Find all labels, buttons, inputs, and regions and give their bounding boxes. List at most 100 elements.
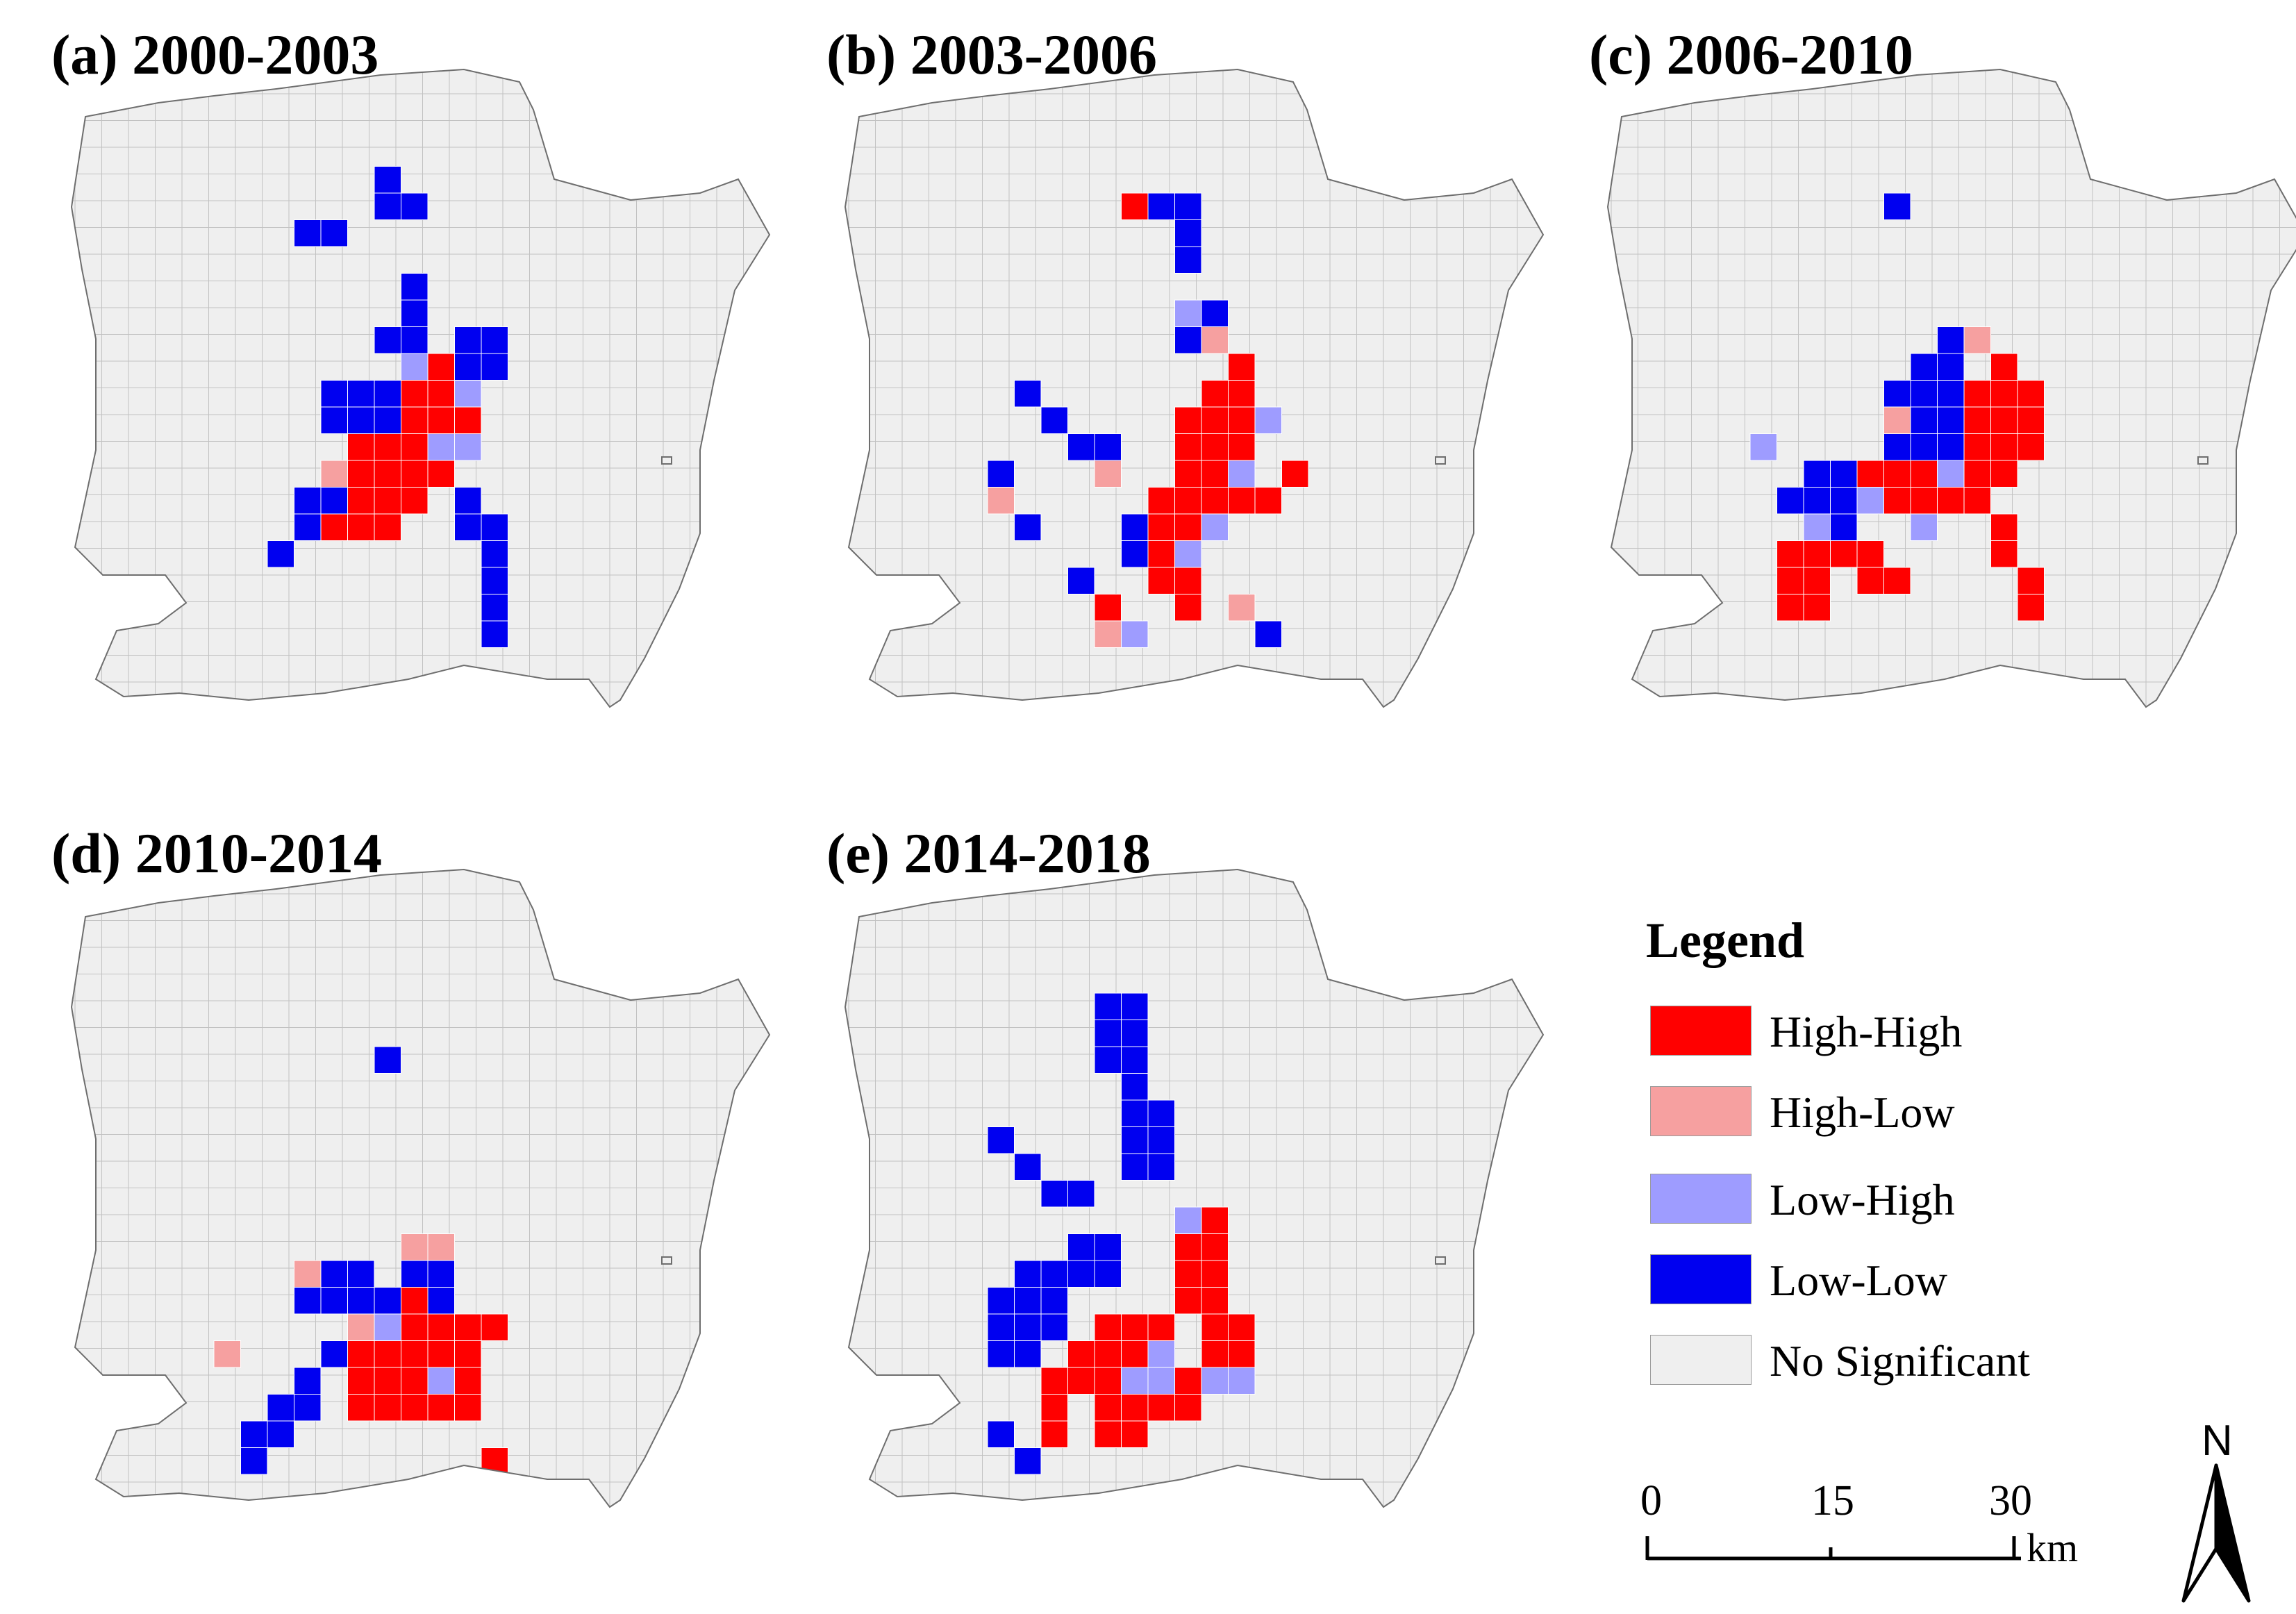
cluster-cell (1201, 1233, 1229, 1261)
cluster-cell (1228, 353, 1256, 381)
scale-tick-15: 15 (1811, 1477, 1854, 1524)
cluster-cell (481, 326, 508, 354)
cluster-cell (1121, 1126, 1149, 1154)
cluster-cell (1830, 487, 1858, 515)
cluster-cell (1228, 1313, 1256, 1341)
cluster-cell (1121, 1153, 1149, 1181)
cluster-cell (454, 1340, 482, 1368)
cluster-cell (374, 1313, 401, 1341)
cluster-cell (1014, 380, 1042, 408)
cluster-cell (1040, 1420, 1068, 1448)
cluster-cell (481, 567, 508, 594)
cluster-cell (1830, 513, 1858, 541)
cluster-cell (1937, 460, 1965, 488)
cluster-cell (454, 1394, 482, 1422)
cluster-cell (374, 380, 401, 408)
cluster-cell (1094, 992, 1122, 1020)
cluster-cell (1121, 1099, 1149, 1127)
cluster-cell (1910, 513, 1938, 541)
cluster-cell (1121, 1340, 1149, 1368)
cluster-cell (427, 380, 455, 408)
cluster-cell (1067, 567, 1095, 594)
cluster-cell (1040, 406, 1068, 434)
cluster-cell (401, 299, 429, 327)
cluster-cell (1094, 1394, 1122, 1422)
cluster-cell (987, 460, 1015, 488)
cluster-cell (320, 1287, 348, 1315)
cluster-cell (1830, 540, 1858, 568)
cluster-cell (1883, 406, 1911, 434)
cluster-cell (294, 1367, 322, 1395)
cluster-cell (481, 1313, 508, 1341)
cluster-cell (1803, 460, 1831, 488)
cluster-cell (1201, 1367, 1229, 1395)
cluster-cell (1963, 460, 1991, 488)
cluster-cell (1990, 353, 2018, 381)
small-island (2197, 456, 2208, 465)
legend-label-low-low: Low-Low (1770, 1256, 1947, 1305)
small-island (1435, 456, 1446, 465)
cluster-cell (1174, 1394, 1202, 1422)
cluster-cell (294, 487, 322, 515)
cluster-cell (267, 1420, 294, 1448)
cluster-cell (1883, 487, 1911, 515)
cluster-cell (1228, 594, 1256, 622)
cluster-cell (1174, 460, 1202, 488)
cluster-cell (1228, 433, 1256, 461)
cluster-cell (454, 326, 482, 354)
cluster-cell (987, 1420, 1015, 1448)
cluster-cell (401, 1260, 429, 1288)
cluster-cell (374, 1287, 401, 1315)
cluster-cell (1201, 1313, 1229, 1341)
cluster-cell (320, 487, 348, 515)
cluster-cell (1910, 460, 1938, 488)
cluster-cell (1228, 1367, 1256, 1395)
north-arrow-icon (2181, 1463, 2251, 1603)
cluster-cell (1174, 406, 1202, 434)
scale-tick-30: 30 (1989, 1477, 2032, 1524)
cluster-cell (374, 1394, 401, 1422)
cluster-cell (267, 540, 294, 568)
cluster-cell (1963, 406, 1991, 434)
study-area-boundary (844, 868, 1545, 1508)
cluster-cell (987, 487, 1015, 515)
cluster-cell (1147, 1340, 1175, 1368)
cluster-cell (1883, 567, 1911, 594)
cluster-cell (1937, 326, 1965, 354)
cluster-cell (2017, 567, 2045, 594)
cluster-cell (1094, 1020, 1122, 1047)
legend-label-high-low: High-Low (1770, 1088, 1955, 1137)
cluster-cell (1937, 353, 1965, 381)
cluster-cell (294, 219, 322, 247)
cluster-cell (1777, 540, 1804, 568)
cluster-cell (320, 219, 348, 247)
cluster-cell (1121, 1420, 1149, 1448)
cluster-cell (1201, 1260, 1229, 1288)
cluster-cell (454, 1313, 482, 1341)
cluster-cell (427, 1394, 455, 1422)
cluster-cell (1937, 433, 1965, 461)
cluster-cell (1040, 1180, 1068, 1208)
cluster-cell (1174, 1287, 1202, 1315)
cluster-cell (347, 380, 375, 408)
cluster-cell (1990, 406, 2018, 434)
cluster-cell (374, 1367, 401, 1395)
cluster-cell (1014, 1260, 1042, 1288)
cluster-cell (347, 1287, 375, 1315)
cluster-cell (1254, 620, 1282, 648)
cluster-cell (374, 513, 401, 541)
cluster-cell (294, 1394, 322, 1422)
cluster-cell (1883, 380, 1911, 408)
cluster-cell (1121, 1073, 1149, 1101)
cluster-cell (1174, 219, 1202, 247)
cluster-cell (454, 513, 482, 541)
cluster-cell (1040, 1367, 1068, 1395)
cluster-cell (267, 1394, 294, 1422)
cluster-cell (1067, 1367, 1095, 1395)
cluster-cell (427, 460, 455, 488)
cluster-cell (1910, 353, 1938, 381)
cluster-cell (1937, 487, 1965, 515)
cluster-cell (1147, 567, 1175, 594)
cluster-cell (987, 1340, 1015, 1368)
study-area-boundary (70, 68, 771, 708)
